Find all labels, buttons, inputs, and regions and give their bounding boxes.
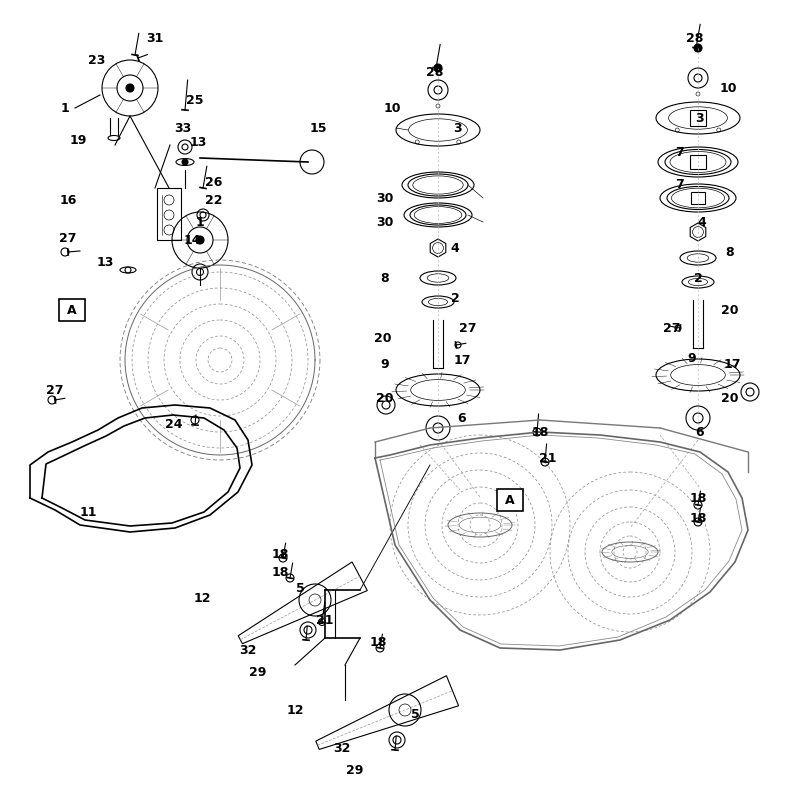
Text: 7: 7: [676, 146, 684, 158]
Text: 20: 20: [722, 303, 738, 317]
Text: 27: 27: [46, 383, 64, 397]
Text: 29: 29: [250, 666, 266, 678]
Text: 19: 19: [70, 134, 86, 146]
Text: 8: 8: [381, 271, 390, 285]
Text: 18: 18: [370, 635, 386, 649]
Text: 18: 18: [271, 566, 289, 578]
Text: 5: 5: [296, 582, 304, 594]
Text: 11: 11: [79, 506, 97, 518]
Text: 17: 17: [454, 354, 470, 366]
Circle shape: [182, 159, 188, 165]
Text: 21: 21: [539, 451, 557, 465]
Text: 4: 4: [450, 242, 459, 254]
Text: 30: 30: [376, 215, 394, 229]
Text: 33: 33: [174, 122, 192, 134]
Text: 30: 30: [376, 191, 394, 205]
Circle shape: [196, 236, 204, 244]
Text: 17: 17: [723, 358, 741, 371]
Text: 26: 26: [206, 175, 222, 189]
Text: 27: 27: [459, 322, 477, 334]
Text: 7: 7: [676, 178, 684, 191]
Circle shape: [434, 64, 442, 72]
Bar: [690, 110, 706, 126]
Text: 5: 5: [410, 709, 419, 722]
Bar: [157, 188, 181, 240]
Circle shape: [694, 44, 702, 52]
Text: 24: 24: [166, 418, 182, 431]
Text: 15: 15: [310, 122, 326, 134]
Text: 2: 2: [694, 271, 702, 285]
Text: 20: 20: [722, 391, 738, 405]
Text: 23: 23: [88, 54, 106, 66]
Text: 12: 12: [194, 591, 210, 605]
Text: 21: 21: [316, 614, 334, 626]
Text: 28: 28: [426, 66, 444, 78]
Text: 18: 18: [271, 549, 289, 562]
Text: 18: 18: [531, 426, 549, 438]
Text: 10: 10: [383, 102, 401, 114]
Text: A: A: [505, 494, 515, 506]
Text: 32: 32: [334, 742, 350, 754]
Text: 13: 13: [96, 255, 114, 269]
Text: 1: 1: [196, 215, 204, 229]
Text: 25: 25: [186, 94, 204, 106]
Text: 9: 9: [688, 351, 696, 365]
Text: 27: 27: [59, 231, 77, 245]
Text: 18: 18: [690, 491, 706, 505]
Text: 18: 18: [690, 511, 706, 525]
Text: 20: 20: [376, 391, 394, 405]
Text: 3: 3: [696, 111, 704, 125]
Text: 10: 10: [719, 82, 737, 94]
Bar: [690, 155, 706, 169]
Text: 1: 1: [61, 102, 70, 114]
Text: 3: 3: [454, 122, 462, 134]
Text: 9: 9: [381, 358, 390, 371]
Text: 28: 28: [686, 31, 704, 45]
Text: 6: 6: [696, 426, 704, 438]
Text: 12: 12: [286, 703, 304, 717]
Text: 13: 13: [190, 137, 206, 150]
Text: 2: 2: [450, 291, 459, 305]
Text: 16: 16: [59, 194, 77, 206]
Text: 29: 29: [346, 763, 364, 777]
Text: 8: 8: [726, 246, 734, 258]
FancyBboxPatch shape: [497, 489, 523, 511]
Text: 27: 27: [663, 322, 681, 334]
Bar: [691, 192, 705, 204]
FancyBboxPatch shape: [59, 299, 85, 321]
Text: A: A: [67, 303, 77, 317]
Text: 4: 4: [698, 215, 706, 229]
Circle shape: [126, 84, 134, 92]
Text: 31: 31: [146, 31, 164, 45]
Text: 32: 32: [239, 643, 257, 657]
Text: 6: 6: [458, 411, 466, 425]
Text: 22: 22: [206, 194, 222, 206]
Text: 14: 14: [183, 234, 201, 246]
Text: 20: 20: [374, 331, 392, 345]
